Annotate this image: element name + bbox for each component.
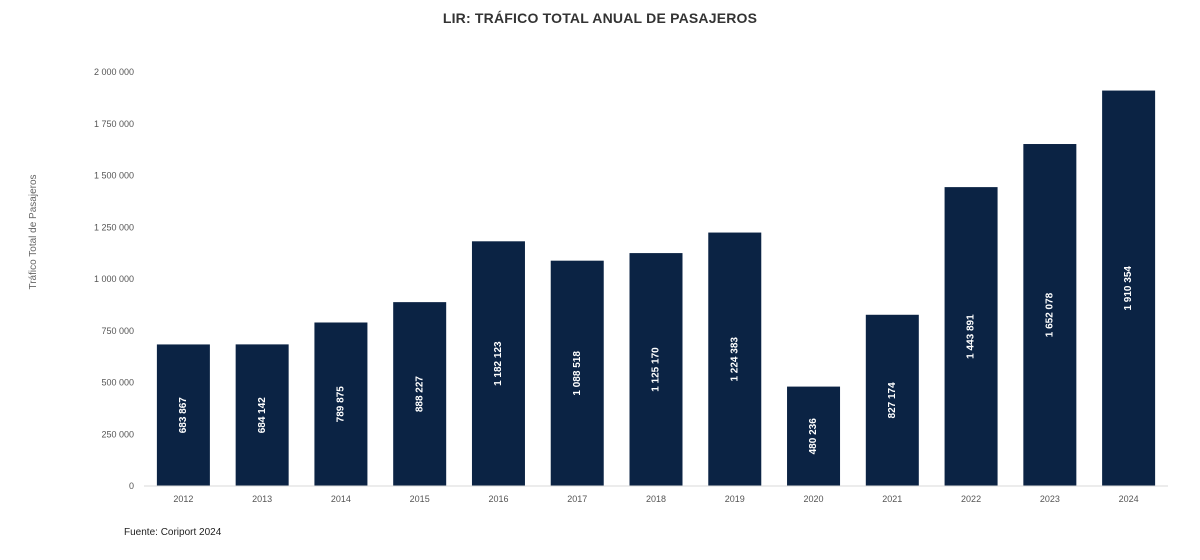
x-tick-label: 2012 <box>173 494 193 504</box>
x-tick-label: 2016 <box>488 494 508 504</box>
y-tick-label: 1 000 000 <box>94 274 134 284</box>
x-tick-label: 2020 <box>804 494 824 504</box>
x-tick-label: 2014 <box>331 494 351 504</box>
y-axis-label: Tráfico Total de Pasajeros <box>28 174 39 289</box>
x-tick-label: 2015 <box>410 494 430 504</box>
x-axis: 2012 2013 2014 2015 2016 2017 2018 2019 2020 2021… <box>173 494 1138 504</box>
y-tick-label: 500 000 <box>101 378 134 388</box>
x-tick-label: 2022 <box>961 494 981 504</box>
data-label-2016: 1 182 123 <box>493 341 504 386</box>
bar-2020 <box>787 386 841 486</box>
y-tick-label: 1 750 000 <box>94 119 134 129</box>
x-tick-label: 2017 <box>567 494 587 504</box>
y-tick-label: 1 500 000 <box>94 171 134 181</box>
data-label-2022: 1 443 891 <box>966 314 977 359</box>
bar-2024 <box>1102 90 1156 486</box>
bars: 683 867 684 142 789 875 888 227 1 182 123 1 0… <box>156 90 1156 487</box>
data-label-2023: 1 652 078 <box>1044 292 1055 337</box>
data-label-2018: 1 125 170 <box>651 347 662 392</box>
bar-2013 <box>235 344 289 486</box>
y-tick-label: 0 <box>129 481 134 491</box>
bar-2014 <box>314 322 368 486</box>
bar-2015 <box>393 302 447 486</box>
data-label-2014: 789 875 <box>336 386 347 423</box>
x-tick-label: 2023 <box>1040 494 1060 504</box>
y-axis: 0 250 000 500 000 750 000 1 000 000 1 250 000… <box>94 67 134 491</box>
bar-2019 <box>708 232 762 486</box>
data-label-2015: 888 227 <box>414 376 425 413</box>
data-label-2024: 1 910 354 <box>1123 266 1134 311</box>
data-label-2020: 480 236 <box>808 418 819 455</box>
x-tick-label: 2021 <box>882 494 902 504</box>
bar-2017 <box>550 260 604 486</box>
x-tick-label: 2019 <box>725 494 745 504</box>
data-label-2013: 684 142 <box>257 397 268 434</box>
x-tick-label: 2024 <box>1119 494 1139 504</box>
data-label-2021: 827 174 <box>887 382 898 419</box>
bar-2022 <box>944 187 998 486</box>
x-tick-label: 2013 <box>252 494 272 504</box>
y-tick-label: 2 000 000 <box>94 67 134 77</box>
y-tick-label: 1 250 000 <box>94 222 134 232</box>
bar-2021 <box>865 314 919 486</box>
y-tick-label: 250 000 <box>101 429 134 439</box>
bar-2012 <box>156 344 210 486</box>
data-label-2017: 1 088 518 <box>572 351 583 396</box>
chart-title: LIR: TRÁFICO TOTAL ANUAL DE PASAJEROS <box>442 10 758 26</box>
bar-2023 <box>1023 144 1077 487</box>
bar-2016 <box>471 241 525 486</box>
x-tick-label: 2018 <box>646 494 666 504</box>
data-label-2012: 683 867 <box>178 397 189 434</box>
y-tick-label: 750 000 <box>101 326 134 336</box>
data-label-2019: 1 224 383 <box>729 337 740 382</box>
bar-2018 <box>629 253 683 486</box>
source-note: Fuente: Coriport 2024 <box>124 527 222 538</box>
